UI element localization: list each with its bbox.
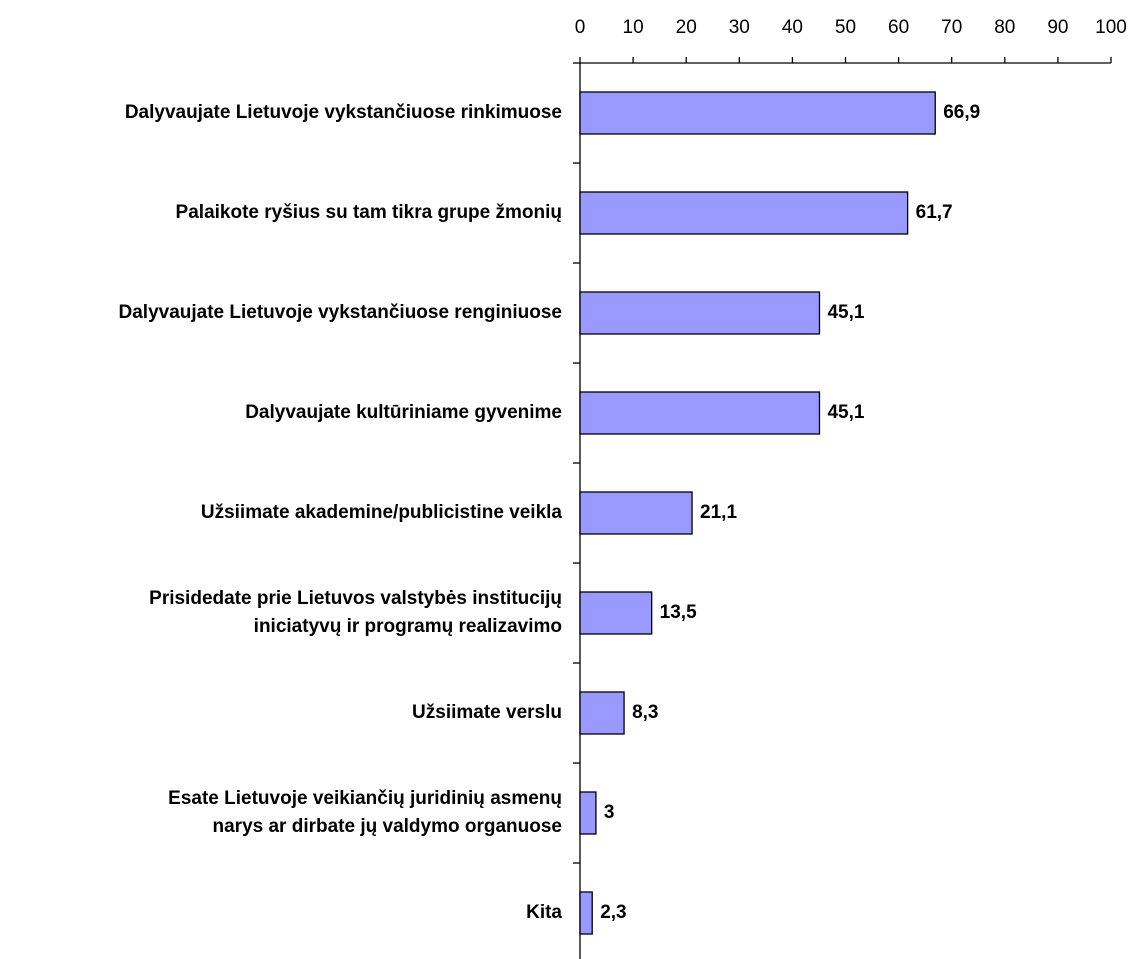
- data-label: 45,1: [827, 402, 864, 423]
- bar: [579, 491, 693, 535]
- data-label: 61,7: [916, 202, 953, 223]
- bar: [579, 391, 821, 435]
- bar: [579, 91, 936, 135]
- data-label: 66,9: [943, 102, 980, 123]
- data-label: 45,1: [827, 302, 864, 323]
- category-label: Dalyvaujate Lietuvoje vykstančiuose rink…: [125, 102, 562, 123]
- category-label: Esate Lietuvoje veikiančių juridinių asm…: [168, 788, 562, 837]
- data-label: 2,3: [600, 902, 626, 923]
- bar: [579, 591, 653, 635]
- x-tick-label: 60: [888, 17, 909, 38]
- data-label: 21,1: [700, 502, 737, 523]
- data-label: 8,3: [632, 702, 658, 723]
- x-tick-label: 50: [835, 17, 856, 38]
- bar: [579, 191, 909, 235]
- category-label: Dalyvaujate Lietuvoje vykstančiuose reng…: [119, 302, 563, 323]
- x-tick-label: 0: [575, 17, 586, 38]
- x-tick-label: 90: [1047, 17, 1068, 38]
- category-label: Užsiimate verslu: [412, 702, 562, 723]
- category-label: Prisidedate prie Lietuvos valstybės inst…: [149, 588, 562, 637]
- x-tick-label: 40: [782, 17, 803, 38]
- category-label: Palaikote ryšius su tam tikra grupe žmon…: [176, 202, 562, 223]
- category-label: Kita: [526, 902, 562, 923]
- category-label: Dalyvaujate kultūriniame gyvenime: [245, 402, 562, 423]
- x-tick-label: 20: [676, 17, 697, 38]
- x-tick-label: 10: [623, 17, 644, 38]
- x-tick-label: 100: [1095, 17, 1127, 38]
- x-tick-label: 70: [941, 17, 962, 38]
- bar: [579, 891, 593, 935]
- bar: [579, 691, 625, 735]
- bar: [579, 791, 597, 835]
- x-tick-label: 80: [994, 17, 1015, 38]
- bar: [579, 291, 821, 335]
- x-tick-label: 30: [729, 17, 750, 38]
- category-label: Užsiimate akademine/publicistine veikla: [201, 502, 563, 523]
- data-label: 3: [604, 802, 615, 823]
- data-label: 13,5: [660, 602, 697, 623]
